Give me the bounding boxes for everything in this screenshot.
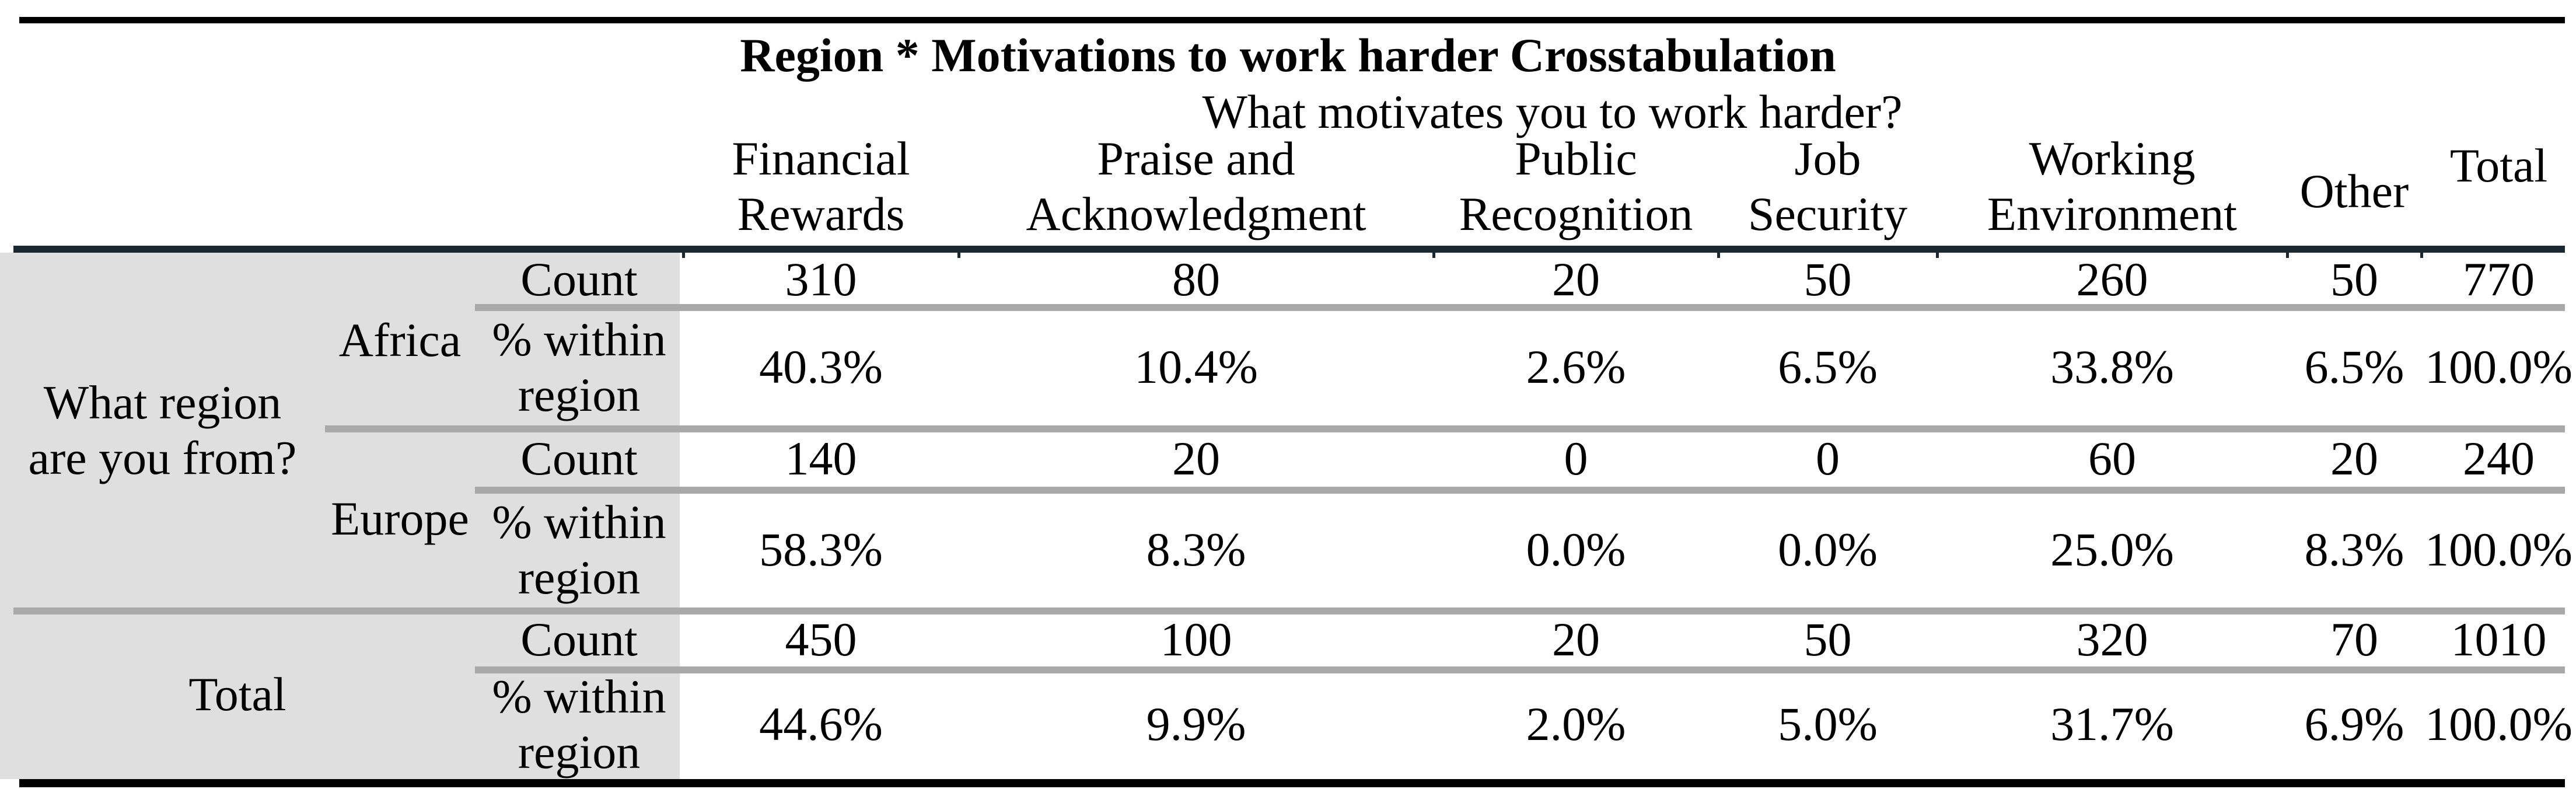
column-header-line: Praise and: [1097, 132, 1295, 185]
data-cell: 10.4%: [1134, 340, 1258, 393]
measure-label-pct-line: % within: [492, 669, 666, 723]
measure-label-pct: % within region: [475, 489, 683, 610]
data-cell: 320: [2076, 612, 2148, 666]
data-cell: 770: [2463, 253, 2535, 306]
data-cell: 44.6%: [759, 697, 883, 750]
column-header-line: Acknowledgment: [1026, 187, 1366, 240]
column-header-line: Recognition: [1459, 187, 1693, 240]
data-cell: 31.7%: [2050, 697, 2174, 750]
column-header-total: Total: [2449, 139, 2548, 192]
row-separator: [475, 666, 2565, 673]
data-cell: 8.3%: [1146, 522, 1246, 576]
bottom-frame-rule: [19, 779, 2565, 787]
data-cell: 80: [1172, 253, 1220, 306]
measure-label-pct-line: region: [518, 725, 641, 778]
data-cell: 40.3%: [759, 340, 883, 393]
column-header-praise-acknowledgment: Praise and Acknowledgment: [959, 132, 1434, 245]
row-separator: [13, 608, 2565, 615]
data-cell: 0: [1816, 431, 1840, 485]
data-cell: 0: [1564, 431, 1588, 485]
data-cell: 2.0%: [1526, 697, 1626, 750]
column-header-line: Environment: [1987, 187, 2238, 240]
data-cell: 6.9%: [2304, 697, 2404, 750]
data-cell: 50: [1803, 253, 1852, 306]
column-header-line: Rewards: [737, 187, 905, 240]
data-cell: 70: [2330, 612, 2378, 666]
header-rule: [13, 246, 2565, 253]
column-header-line: Security: [1747, 187, 1908, 240]
column-header-other: Other: [2299, 164, 2409, 218]
row-separator: [475, 487, 2565, 494]
column-header-public-recognition: Public Recognition: [1434, 132, 1718, 245]
measure-label-pct-line: % within: [492, 313, 666, 366]
stub-question-label: What region are you from?: [0, 253, 325, 608]
data-cell: 60: [2088, 431, 2136, 485]
measure-label-count: Count: [520, 431, 638, 485]
data-cell: 9.9%: [1146, 697, 1246, 750]
data-cell: 5.0%: [1778, 697, 1878, 750]
column-boundary-tick: [1936, 253, 1939, 258]
data-cell: 1010: [2451, 612, 2547, 666]
data-cell: 0.0%: [1526, 522, 1626, 576]
measure-label-pct: % within region: [475, 306, 683, 428]
measure-label-pct: % within region: [475, 669, 683, 779]
column-header-line: Job: [1794, 132, 1861, 185]
data-cell: 20: [2330, 431, 2378, 485]
stub-shading-panel: [0, 253, 680, 779]
measure-label-pct-line: % within: [492, 495, 666, 549]
table-title: Region * Motivations to work harder Cros…: [740, 29, 1836, 82]
data-cell: 260: [2076, 253, 2148, 306]
data-cell: 2.6%: [1526, 340, 1626, 393]
column-header-line: Financial: [732, 132, 910, 185]
data-cell: 100.0%: [2425, 522, 2572, 576]
data-cell: 50: [2330, 253, 2378, 306]
measure-label-pct-line: region: [518, 368, 641, 421]
data-cell: 20: [1172, 431, 1220, 485]
data-cell: 100.0%: [2425, 340, 2572, 393]
column-boundary-tick: [2286, 253, 2289, 258]
data-cell: 0.0%: [1778, 522, 1878, 576]
column-header-line: Public: [1515, 132, 1637, 185]
row-separator: [325, 425, 2565, 432]
column-boundary-tick: [1717, 253, 1720, 258]
data-cell: 240: [2463, 431, 2535, 485]
measure-label-count: Count: [520, 612, 638, 666]
data-cell: 310: [785, 253, 857, 306]
column-header-working-environment: Working Environment: [1937, 132, 2287, 245]
row-separator: [475, 304, 2565, 311]
data-cell: 100: [1160, 612, 1232, 666]
column-boundary-tick: [2420, 253, 2423, 258]
data-cell: 33.8%: [2050, 340, 2174, 393]
stub-region-africa: Africa: [338, 313, 462, 366]
measure-label-count: Count: [520, 253, 638, 306]
column-header-financial-rewards: Financial Rewards: [683, 132, 959, 245]
stub-question-line: are you from?: [28, 431, 297, 484]
top-frame-rule: [19, 17, 2565, 23]
data-cell: 6.5%: [2304, 340, 2404, 393]
column-header-job-security: Job Security: [1718, 132, 1937, 245]
data-cell: 450: [785, 612, 857, 666]
data-cell: 50: [1803, 612, 1852, 666]
column-boundary-tick: [957, 253, 960, 258]
stub-region-europe: Europe: [331, 492, 469, 545]
data-cell: 20: [1552, 253, 1600, 306]
data-cell: 20: [1552, 612, 1600, 666]
data-cell: 25.0%: [2050, 522, 2174, 576]
column-header-line: Working: [2029, 132, 2196, 185]
data-cell: 58.3%: [759, 522, 883, 576]
data-cell: 100.0%: [2425, 697, 2572, 750]
column-boundary-tick: [1432, 253, 1435, 258]
data-cell: 6.5%: [1778, 340, 1878, 393]
data-cell: 140: [785, 431, 857, 485]
column-boundary-tick: [682, 253, 685, 258]
stub-total-label: Total: [188, 668, 286, 721]
data-cell: 8.3%: [2304, 522, 2404, 576]
measure-label-pct-line: region: [518, 550, 641, 604]
stub-question-line: What region: [43, 376, 282, 429]
column-spanner-heading: What motivates you to work harder?: [1202, 85, 1903, 138]
